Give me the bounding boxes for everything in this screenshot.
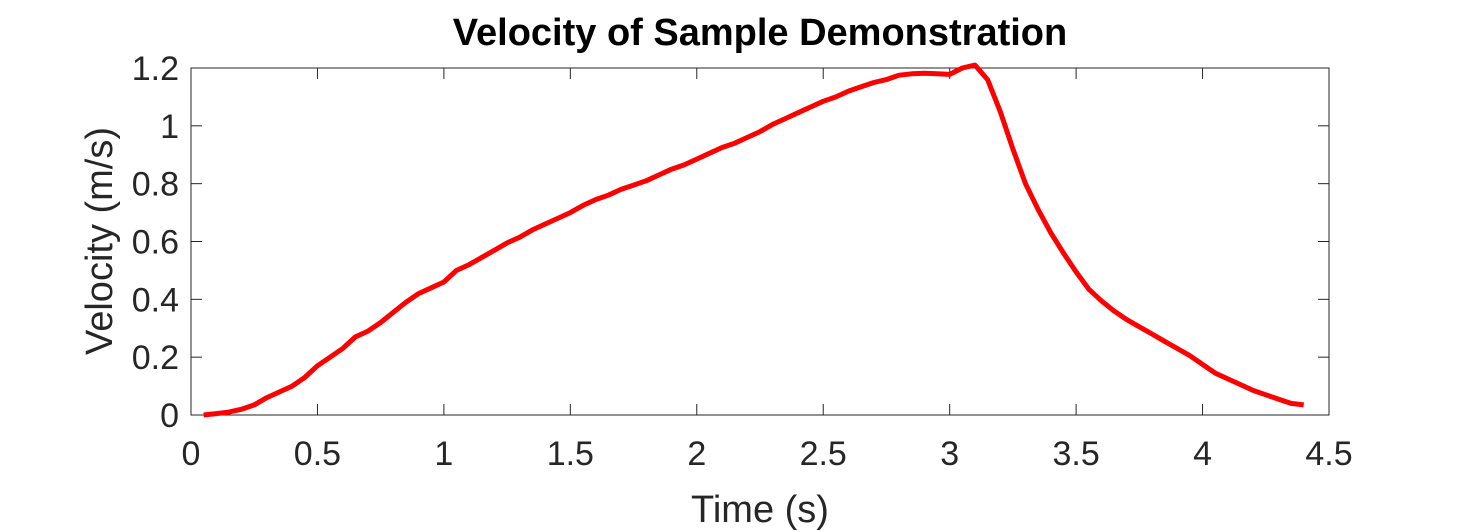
- series-line-velocity: [203, 62, 1304, 418]
- y-tick-label: 1.2: [132, 50, 179, 88]
- y-tick-label: 0.8: [132, 166, 179, 204]
- y-axis-label: Velocity (m/s): [79, 127, 121, 355]
- y-tick-label: 0.4: [132, 281, 179, 319]
- y-tick-label: 0.2: [132, 339, 179, 377]
- x-tick-label: 3: [940, 435, 959, 473]
- y-tick-label: 0.6: [132, 224, 179, 262]
- x-tick-label: 1.5: [547, 435, 594, 473]
- x-tick-label: 0.5: [294, 435, 341, 473]
- x-tick-label: 2.5: [800, 435, 847, 473]
- y-axis-ticks: 0 0.2 0.4 0.6 0.8 1 1.2: [132, 50, 1329, 435]
- x-tick-label: 3.5: [1052, 435, 1099, 473]
- chart-title: Velocity of Sample Demonstration: [453, 12, 1067, 54]
- y-tick-label: 0: [160, 397, 179, 435]
- x-axis-ticks: 0 0.5 1 1.5 2 2.5 3 3.5 4 4.5: [182, 68, 1353, 473]
- x-tick-label: 4: [1193, 435, 1212, 473]
- y-tick-label: 1: [160, 108, 179, 146]
- x-axis-label: Time (s): [691, 489, 829, 531]
- x-tick-label: 1: [434, 435, 453, 473]
- x-tick-label: 2: [687, 435, 706, 473]
- series-group: [203, 62, 1304, 418]
- x-tick-label: 4.5: [1305, 435, 1352, 473]
- x-tick-label: 0: [182, 435, 201, 473]
